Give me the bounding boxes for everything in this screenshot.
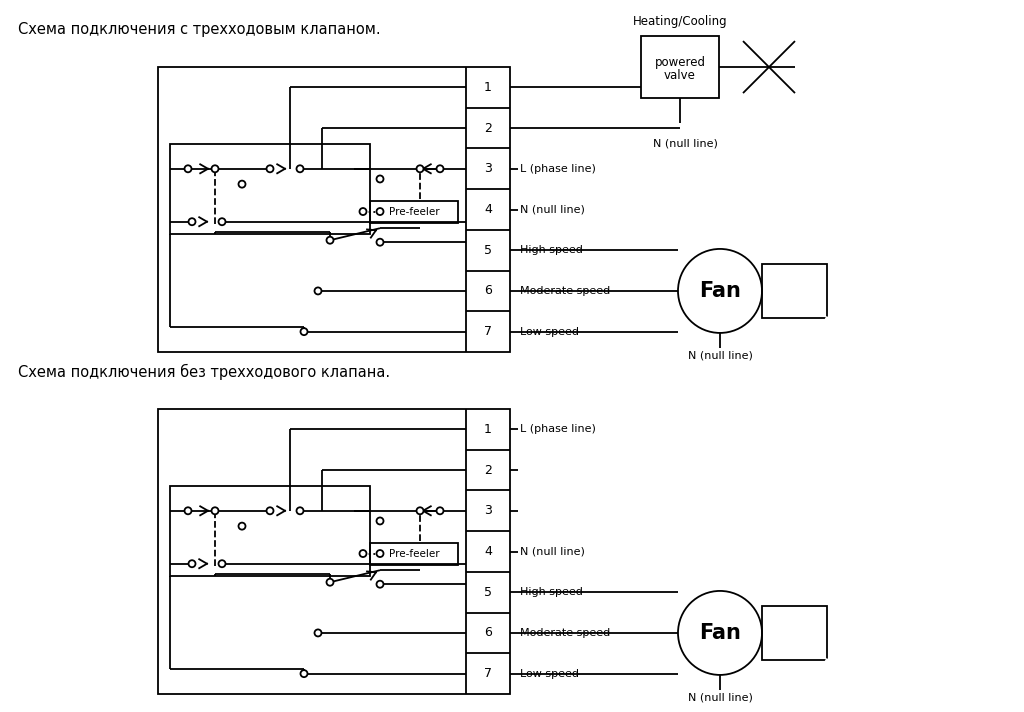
Circle shape — [212, 507, 218, 514]
Circle shape — [314, 629, 322, 637]
Circle shape — [377, 518, 384, 525]
Text: Схема подключения без трехходового клапана.: Схема подключения без трехходового клапа… — [18, 364, 390, 380]
Circle shape — [300, 328, 307, 335]
Bar — [641, 36, 719, 98]
Text: N (null line): N (null line) — [687, 351, 753, 361]
Circle shape — [184, 165, 191, 172]
Text: 2: 2 — [484, 122, 492, 135]
Circle shape — [377, 550, 384, 557]
Circle shape — [436, 507, 443, 514]
Text: valve: valve — [664, 68, 696, 82]
Circle shape — [417, 507, 424, 514]
Text: Fan: Fan — [699, 281, 741, 301]
Text: Pre-feeler: Pre-feeler — [389, 548, 439, 558]
Bar — [370, 543, 458, 565]
Text: 2: 2 — [484, 464, 492, 476]
Bar — [158, 67, 510, 352]
Circle shape — [300, 670, 307, 677]
Circle shape — [188, 218, 196, 225]
Text: 7: 7 — [484, 667, 492, 680]
Circle shape — [417, 165, 424, 172]
Text: N (null line): N (null line) — [687, 693, 753, 703]
Circle shape — [184, 507, 191, 514]
Circle shape — [436, 165, 443, 172]
Text: 6: 6 — [484, 284, 492, 298]
Text: L (phase line): L (phase line) — [520, 424, 596, 434]
Circle shape — [377, 208, 384, 215]
Circle shape — [327, 579, 334, 586]
Text: N (null line): N (null line) — [520, 547, 585, 557]
Circle shape — [266, 165, 273, 172]
Text: Low speed: Low speed — [520, 669, 579, 679]
Text: N (null line): N (null line) — [520, 204, 585, 214]
Circle shape — [359, 550, 367, 557]
Text: Heating/Cooling: Heating/Cooling — [633, 15, 727, 28]
Text: powered: powered — [654, 56, 706, 68]
Text: Fan: Fan — [699, 623, 741, 643]
Circle shape — [377, 239, 384, 246]
Circle shape — [377, 581, 384, 587]
Text: 4: 4 — [484, 203, 492, 216]
Circle shape — [327, 236, 334, 244]
Text: 7: 7 — [484, 325, 492, 338]
Circle shape — [188, 560, 196, 567]
Text: Moderate speed: Moderate speed — [520, 286, 610, 296]
Bar — [170, 486, 370, 576]
Circle shape — [212, 165, 218, 172]
Text: 6: 6 — [484, 627, 492, 639]
Text: 3: 3 — [484, 504, 492, 518]
Text: High speed: High speed — [520, 245, 583, 255]
Text: 5: 5 — [484, 244, 492, 257]
Bar — [158, 409, 510, 694]
Circle shape — [377, 175, 384, 182]
Text: 5: 5 — [484, 586, 492, 599]
Bar — [762, 263, 827, 318]
Text: Moderate speed: Moderate speed — [520, 628, 610, 638]
Text: Схема подключения с трехходовым клапаном.: Схема подключения с трехходовым клапаном… — [18, 22, 381, 37]
Circle shape — [359, 208, 367, 215]
Text: 1: 1 — [484, 423, 492, 436]
Circle shape — [314, 288, 322, 295]
Text: N (null line): N (null line) — [652, 138, 718, 148]
Text: 3: 3 — [484, 162, 492, 175]
Circle shape — [218, 218, 225, 225]
Text: Low speed: Low speed — [520, 327, 579, 337]
Circle shape — [239, 181, 246, 188]
Text: L (phase line): L (phase line) — [520, 164, 596, 174]
Bar — [370, 201, 458, 223]
Circle shape — [266, 507, 273, 514]
Text: High speed: High speed — [520, 587, 583, 597]
Bar — [762, 606, 827, 660]
Circle shape — [218, 560, 225, 567]
Text: Pre-feeler: Pre-feeler — [389, 206, 439, 216]
Text: 1: 1 — [484, 81, 492, 94]
Text: 4: 4 — [484, 545, 492, 558]
Circle shape — [239, 523, 246, 530]
Circle shape — [297, 165, 303, 172]
Bar — [170, 145, 370, 234]
Circle shape — [297, 507, 303, 514]
